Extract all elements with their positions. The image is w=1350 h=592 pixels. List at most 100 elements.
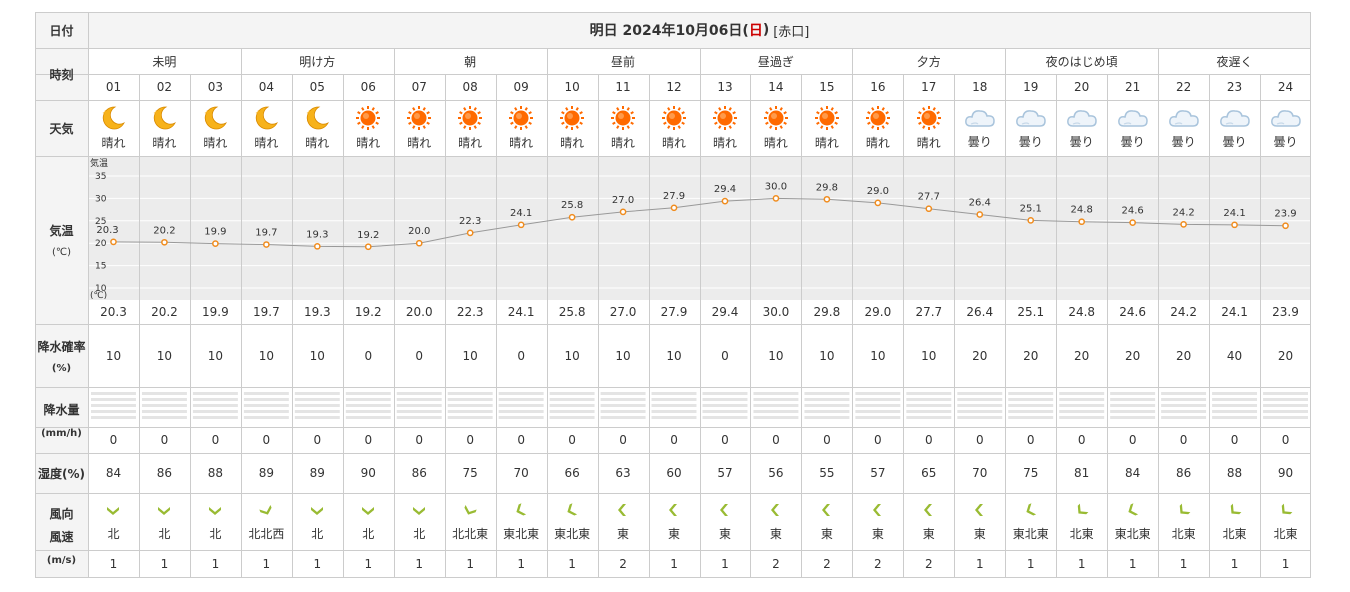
weather-cell: 曇り [1056, 100, 1107, 156]
sun-icon [611, 106, 636, 130]
wind-speed-cell: 2 [619, 557, 627, 571]
wind-direction-text: 北北東 [452, 527, 489, 541]
temperature-label: 気温 (℃) [35, 156, 88, 324]
precip-prob-cell: 0 [364, 348, 373, 363]
precip-bar-bg [651, 398, 697, 401]
hour-cell: 21 [1124, 80, 1141, 94]
temperature-data-label: 24.2 [1172, 207, 1194, 218]
precip-prob-cell: 20 [1277, 348, 1294, 363]
precip-bar-bg [141, 404, 187, 407]
precip-bar-bg [1161, 410, 1207, 413]
precip-bar-bg [906, 404, 952, 407]
humidity-cell: 65 [921, 466, 937, 480]
wind-direction-cell: 北東 [1158, 493, 1209, 550]
humidity-cell: 56 [768, 466, 784, 480]
precip-prob-cell: 20 [972, 348, 988, 363]
hour-cell: 12 [666, 80, 682, 94]
humidity-cell: 88 [1226, 466, 1243, 480]
temperature-point [721, 197, 729, 205]
humidity-cell: 60 [666, 466, 682, 480]
precip-bar-bg [345, 404, 391, 407]
weather-cell: 晴れ [649, 100, 700, 156]
weather-text: 晴れ [712, 136, 737, 150]
wind-arrow-icon [1077, 503, 1089, 515]
precip-prob-cell: 10 [921, 348, 937, 363]
hour-cell: 03 [207, 80, 224, 94]
temperature-point [1231, 221, 1238, 229]
temperature-point [568, 213, 576, 221]
wind-speed-cell: 1 [1128, 557, 1137, 571]
weather-text: 曇り [1120, 135, 1145, 149]
precip-bar-bg [906, 416, 952, 419]
precip-bar-bg [1059, 410, 1105, 413]
precip-bar-bg [855, 392, 901, 395]
temperature-point [263, 241, 270, 248]
precip-bar-bg [192, 404, 238, 407]
weather-text: 晴れ [458, 136, 483, 150]
sun-icon [763, 106, 788, 130]
precip-prob-cell: 20 [1124, 348, 1141, 363]
wind-direction-text: 東 [718, 527, 731, 541]
weather-cell: 晴れ [241, 100, 292, 156]
temperature-point [212, 240, 219, 247]
precip-amount-cell: 0 [1128, 433, 1137, 447]
sun-icon [560, 106, 585, 130]
sun-icon [356, 106, 381, 130]
hour-cell: 14 [768, 80, 784, 94]
precip-bar-bg [1059, 404, 1105, 407]
temperature-cell: 26.4 [966, 305, 994, 319]
precip-amount-cell: 0 [415, 433, 424, 447]
wind-direction-text: 北 [158, 527, 171, 541]
chart-ytick: 30 [95, 194, 107, 204]
table-border [35, 12, 1311, 578]
humidity-cell: 86 [411, 466, 427, 480]
wind-arrow-icon [567, 503, 578, 516]
moon-icon [255, 106, 279, 130]
wind-direction-text: 東北東 [1012, 527, 1049, 541]
wind-direction-text: 北東 [1222, 527, 1247, 541]
temperature-data-label: 24.1 [510, 208, 532, 219]
weather-cell: 曇り [1209, 100, 1260, 156]
precip-bar-bg [600, 416, 646, 419]
precip-prob-cell: 10 [666, 348, 682, 363]
precip-prob-cell: 10 [819, 348, 835, 363]
wind-direction-cell: 東 [903, 493, 954, 550]
time-label: 時刻 [49, 67, 74, 82]
precip-bar-bg [447, 410, 493, 413]
precip-bar-bg [396, 404, 442, 407]
wind-direction-text: 北 [311, 527, 324, 541]
temperature-point [772, 195, 780, 202]
temperature-data-label: 24.1 [1223, 208, 1245, 219]
wind-arrow-icon [413, 507, 426, 515]
label-column-bg [35, 12, 88, 578]
precip-amount-cell: 0 [364, 433, 373, 447]
wind-speed-cell: 1 [1026, 557, 1035, 571]
wind-direction-text: 北東 [1171, 527, 1196, 541]
wind-arrow-icon [669, 504, 677, 516]
wind-speed-cell: 1 [1230, 557, 1239, 571]
temperature-cell: 24.1 [1221, 305, 1248, 319]
weather-cell: 曇り [1005, 100, 1056, 156]
weather-cell: 晴れ [496, 100, 547, 156]
hour-cell: 07 [411, 80, 427, 94]
precip-bar-bg [243, 404, 289, 407]
weather-cell: 晴れ [190, 100, 241, 156]
precip-prob-cell: 20 [1175, 348, 1192, 363]
precip-bar-bg [1212, 416, 1258, 419]
temperature-data-label: 20.3 [96, 225, 118, 236]
wind-direction-cell: 東 [801, 493, 852, 550]
temperature-data-label: 29.8 [816, 182, 838, 193]
wind-arrow-icon [618, 504, 627, 516]
temperature-point [1027, 217, 1035, 224]
cloud-icon [1015, 110, 1046, 127]
temperature-cell: 19.3 [303, 305, 331, 319]
precip-bar-bg [1161, 398, 1207, 401]
wind-arrow-icon [770, 504, 779, 516]
precip-amount-cell: 0 [975, 433, 984, 447]
temperature-cell: 22.3 [456, 305, 484, 319]
precip-bar-bg [396, 416, 442, 419]
humidity-cell: 88 [207, 466, 224, 480]
precip-bar-bg [753, 392, 799, 395]
wind-speed-cell: 1 [670, 557, 678, 571]
weather-text: 曇り [1171, 135, 1196, 149]
